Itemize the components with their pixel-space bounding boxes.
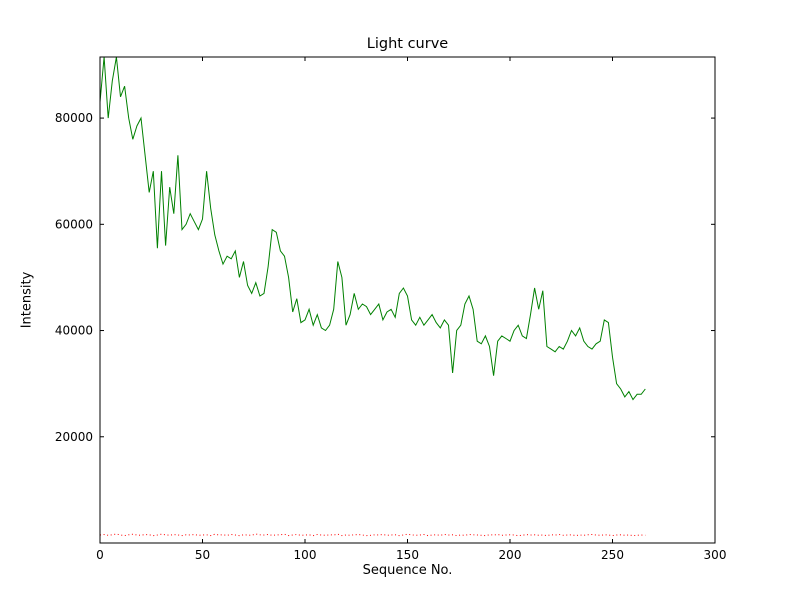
y-tick-label: 40000 bbox=[55, 324, 93, 338]
chart-title: Light curve bbox=[366, 36, 449, 52]
x-tick-label: 100 bbox=[294, 548, 317, 562]
y-axis-label: Intensity bbox=[19, 271, 35, 329]
x-tick-label: 250 bbox=[601, 548, 624, 562]
y-tick-label: 60000 bbox=[55, 217, 93, 231]
x-axis-label: Sequence No. bbox=[362, 563, 453, 578]
x-tick-label: 50 bbox=[195, 548, 210, 562]
series-background-level bbox=[100, 533, 646, 537]
x-tick-label: 150 bbox=[396, 548, 419, 562]
y-tick-label: 20000 bbox=[55, 430, 93, 444]
x-tick-label: 200 bbox=[499, 548, 522, 562]
x-tick-label: 300 bbox=[704, 548, 727, 562]
x-tick-label: 0 bbox=[96, 548, 104, 562]
y-tick-label: 80000 bbox=[55, 111, 93, 125]
axes-frame bbox=[99, 56, 716, 544]
series-intensity bbox=[100, 57, 646, 401]
